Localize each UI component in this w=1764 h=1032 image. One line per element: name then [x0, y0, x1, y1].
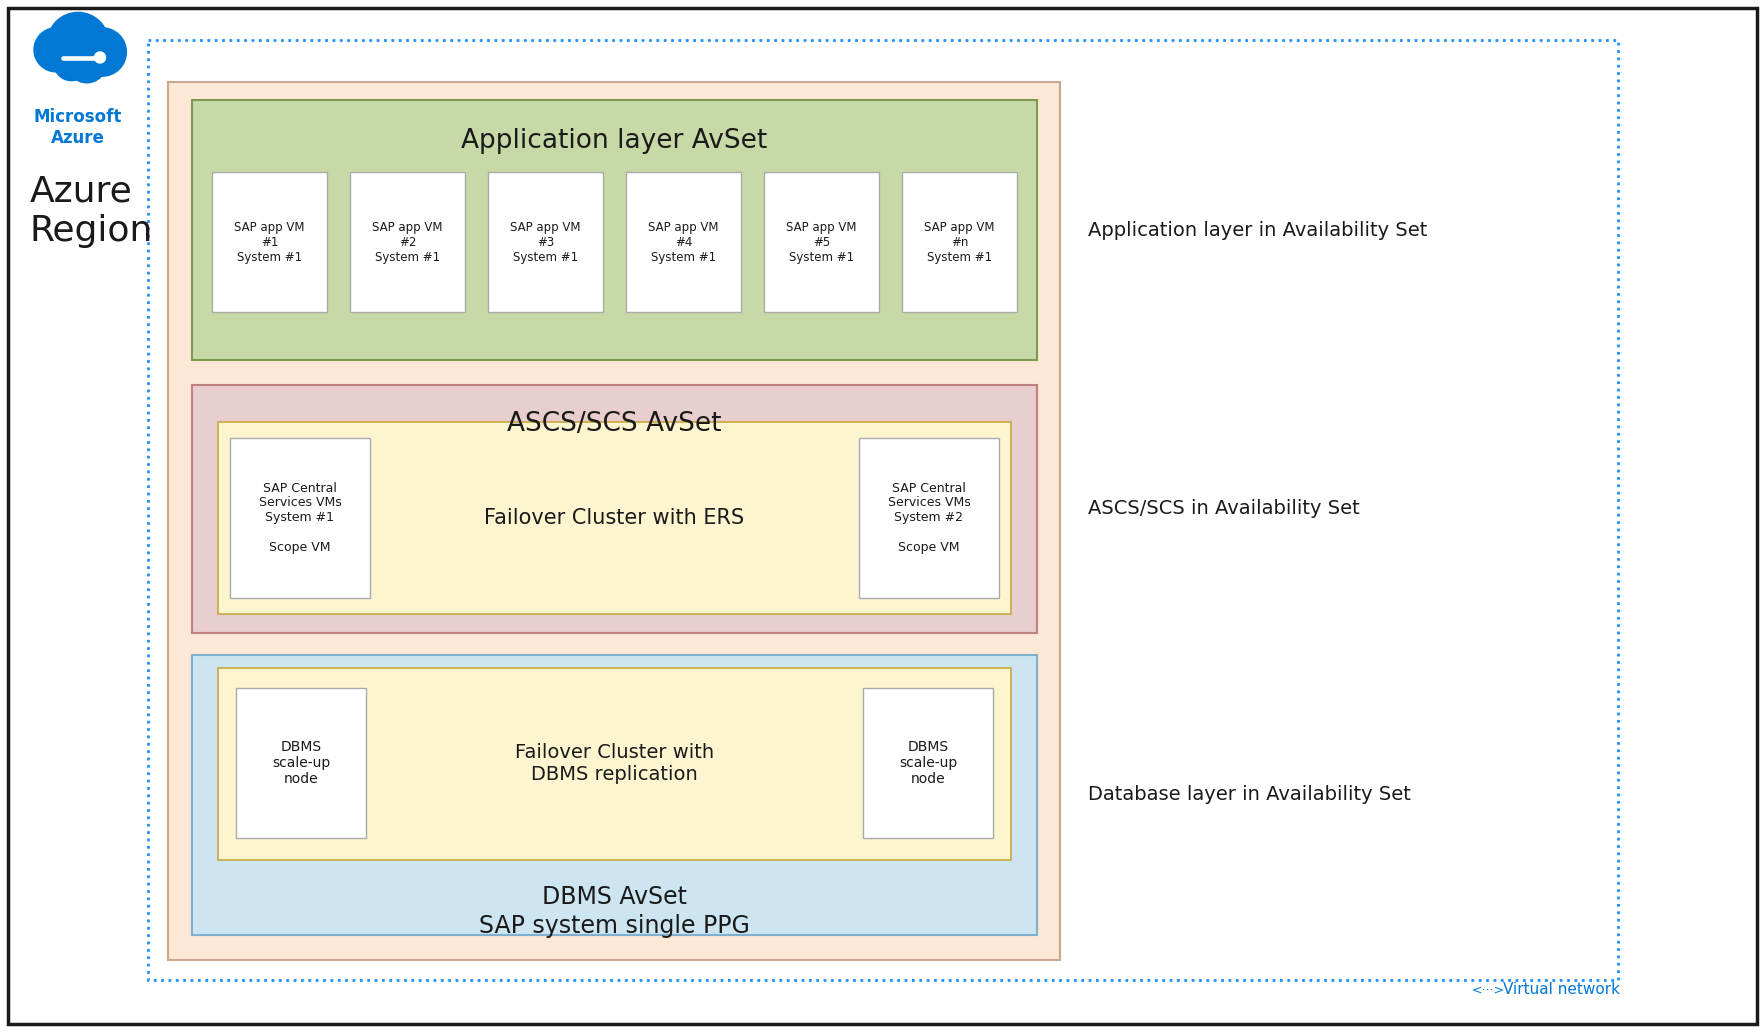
Bar: [212, 172, 326, 312]
Text: SAP app VM
#5
System #1: SAP app VM #5 System #1: [785, 221, 856, 263]
Text: Application layer in Availability Set: Application layer in Availability Set: [1087, 221, 1427, 239]
Bar: [229, 438, 370, 598]
Circle shape: [78, 28, 127, 76]
Circle shape: [67, 43, 106, 83]
Text: SAP Central
Services VMs
System #1

Scope VM: SAP Central Services VMs System #1 Scope…: [259, 482, 340, 554]
Text: DBMS
scale-up
node: DBMS scale-up node: [272, 740, 330, 786]
Bar: [192, 100, 1037, 360]
Bar: [236, 688, 365, 838]
Circle shape: [34, 28, 78, 72]
Text: SAP app VM
#1
System #1: SAP app VM #1 System #1: [235, 221, 305, 263]
Bar: [487, 172, 603, 312]
Text: SAP app VM
#n
System #1: SAP app VM #n System #1: [924, 221, 995, 263]
Text: Virtual network: Virtual network: [1503, 982, 1619, 998]
Text: SAP app VM
#3
System #1: SAP app VM #3 System #1: [510, 221, 580, 263]
Text: Azure
Region: Azure Region: [30, 175, 153, 249]
Text: Failover Cluster with ERS: Failover Cluster with ERS: [483, 508, 744, 528]
Text: <···>: <···>: [1471, 983, 1503, 997]
Bar: [349, 172, 464, 312]
Bar: [219, 668, 1011, 860]
Text: DBMS
scale-up
node: DBMS scale-up node: [898, 740, 956, 786]
Text: SAP system single PPG: SAP system single PPG: [478, 914, 750, 938]
Text: SAP app VM
#4
System #1: SAP app VM #4 System #1: [647, 221, 718, 263]
Text: Microsoft
Azure: Microsoft Azure: [34, 108, 122, 147]
Bar: [219, 422, 1011, 614]
Text: SAP app VM
#2
System #1: SAP app VM #2 System #1: [372, 221, 443, 263]
Circle shape: [53, 45, 88, 80]
Bar: [764, 172, 878, 312]
Bar: [168, 82, 1060, 960]
Text: ASCS/SCS in Availability Set: ASCS/SCS in Availability Set: [1087, 499, 1358, 518]
Bar: [859, 438, 998, 598]
Text: Application layer AvSet: Application layer AvSet: [460, 128, 767, 154]
Bar: [192, 655, 1037, 935]
Text: Database layer in Availability Set: Database layer in Availability Set: [1087, 785, 1409, 805]
Bar: [148, 40, 1618, 980]
Text: DBMS AvSet: DBMS AvSet: [542, 885, 686, 909]
Circle shape: [48, 12, 109, 74]
Text: SAP Central
Services VMs
System #2

Scope VM: SAP Central Services VMs System #2 Scope…: [887, 482, 970, 554]
Bar: [626, 172, 741, 312]
Text: ASCS/SCS AvSet: ASCS/SCS AvSet: [506, 411, 721, 437]
Bar: [901, 172, 1016, 312]
Circle shape: [95, 52, 106, 63]
Bar: [192, 385, 1037, 633]
Bar: [863, 688, 993, 838]
Text: Failover Cluster with
DBMS replication: Failover Cluster with DBMS replication: [515, 743, 714, 784]
